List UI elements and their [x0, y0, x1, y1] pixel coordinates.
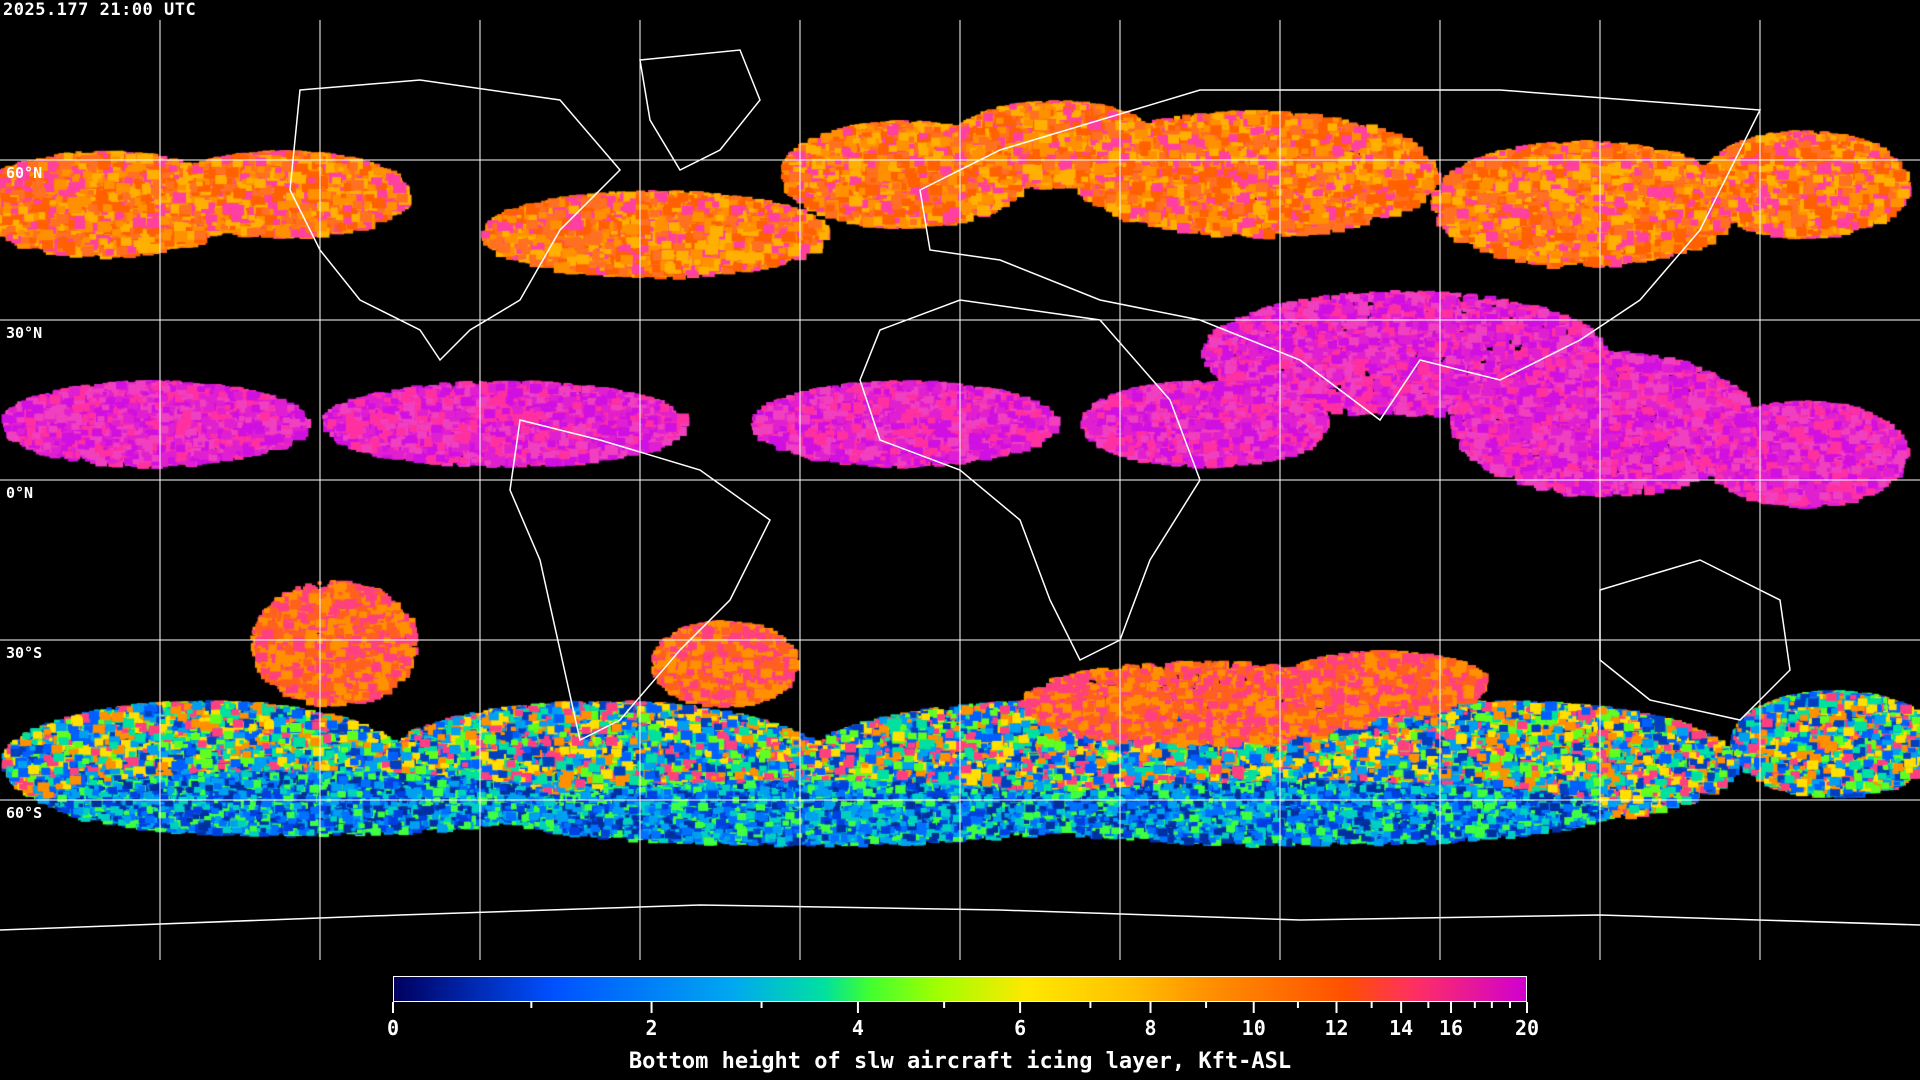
lat-label-60n: 60°N: [6, 164, 43, 182]
lat-label-30s: 30°S: [6, 644, 43, 662]
colorbar-tick-label: 0: [386, 1016, 400, 1040]
colorbar-tick-label: 6: [1014, 1016, 1027, 1040]
coastline: [289, 79, 622, 362]
colorbar: [393, 976, 1527, 1002]
colorbar-tick-label: 4: [851, 1016, 864, 1040]
colorbar-tick-label: 14: [1389, 1016, 1414, 1040]
coastline: [639, 49, 761, 171]
colorbar-tick-label: 16: [1438, 1016, 1464, 1040]
icing-map: [0, 0, 1920, 960]
colorbar-tick-label: 8: [1144, 1016, 1157, 1040]
colorbar-tick-label: 20: [1514, 1016, 1540, 1040]
colorbar-title: Bottom height of slw aircraft icing laye…: [628, 1049, 1292, 1074]
coastline: [0, 904, 1920, 931]
lat-label-60s: 60°S: [6, 804, 43, 822]
timestamp: 2025.177 21:00 UTC: [3, 0, 197, 20]
coastline: [859, 299, 1201, 662]
coastline: [919, 89, 1762, 422]
colorbar-tick-label: 2: [645, 1016, 658, 1040]
coastline: [509, 419, 771, 742]
map-overlay: [0, 20, 1920, 960]
coastline: [1599, 559, 1791, 721]
colorbar-tick-label: 12: [1324, 1016, 1349, 1040]
lat-label-30n: 30°N: [6, 324, 43, 342]
lat-label-0n: 0°N: [6, 484, 34, 502]
colorbar-tick-label: 10: [1241, 1016, 1266, 1040]
